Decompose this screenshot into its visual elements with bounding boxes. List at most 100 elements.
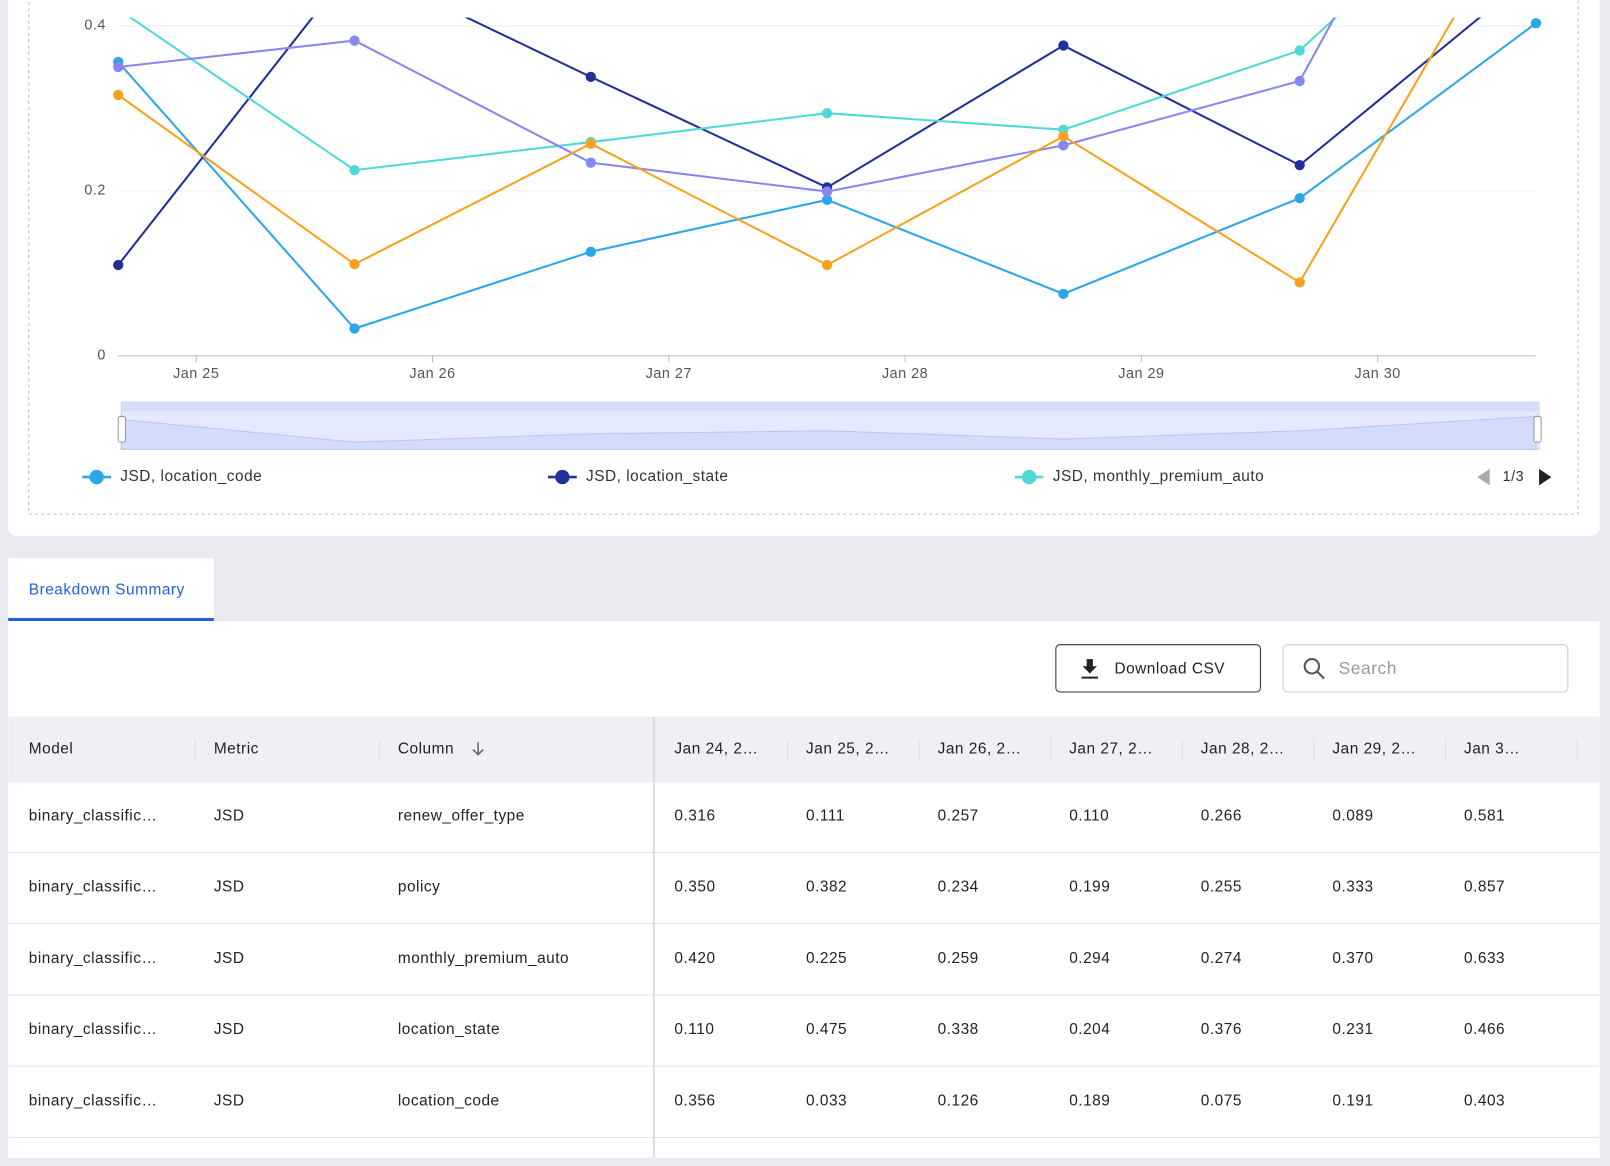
table-cell: binary_classific… bbox=[29, 950, 158, 967]
table-cell: 0.316 bbox=[674, 807, 715, 824]
tab[interactable] bbox=[8, 558, 214, 622]
table-cell: 0.204 bbox=[1069, 1021, 1110, 1038]
range-slider[interactable] bbox=[117, 401, 1542, 450]
data-point bbox=[821, 108, 833, 119]
data-point bbox=[585, 246, 596, 257]
column-header[interactable]: Jan 25, 2… bbox=[806, 741, 890, 758]
data-point bbox=[1058, 40, 1069, 51]
data-point bbox=[1058, 140, 1069, 151]
data-point bbox=[349, 323, 360, 334]
table-cell: 0.191 bbox=[1332, 1093, 1373, 1110]
data-point bbox=[1294, 45, 1305, 56]
data-point bbox=[1294, 75, 1305, 87]
table-cell: renew_offer_type bbox=[398, 807, 525, 824]
search-frame bbox=[1282, 644, 1569, 693]
table-cell: 0.089 bbox=[1332, 807, 1373, 824]
x-tick-label: Jan 25 bbox=[173, 366, 219, 382]
table-cell: monthly_premium_auto bbox=[398, 950, 569, 967]
table-cell: 0.234 bbox=[938, 879, 979, 896]
table-cell: policy bbox=[398, 879, 440, 896]
legend-swatch bbox=[555, 469, 570, 485]
search-icon bbox=[1303, 658, 1321, 675]
table-cell: binary_classific… bbox=[29, 807, 158, 824]
slider-handle[interactable] bbox=[117, 415, 126, 443]
column-header[interactable]: Jan 28, 2… bbox=[1201, 741, 1285, 758]
table: Model Metric Column Jan 24, 2… Jan 25, 2… Jan… bbox=[8, 739, 1600, 1138]
slider-handle[interactable] bbox=[1533, 415, 1542, 443]
data-point bbox=[1294, 160, 1305, 171]
table-cell: 0.259 bbox=[938, 950, 979, 967]
chart-card bbox=[8, 0, 1600, 536]
data-point bbox=[585, 71, 596, 83]
download-icon bbox=[1081, 659, 1099, 679]
x-tick-label: Jan 27 bbox=[646, 366, 692, 382]
table-cell: 0.382 bbox=[806, 879, 847, 896]
column-header[interactable]: Jan 29, 2… bbox=[1332, 741, 1416, 758]
legend-next[interactable] bbox=[1539, 468, 1552, 486]
data-point bbox=[1294, 277, 1305, 288]
table-cell: 0.356 bbox=[674, 1093, 715, 1110]
table-cell: 0.420 bbox=[674, 950, 715, 967]
data-point bbox=[1058, 288, 1069, 300]
slider-preview bbox=[120, 415, 1537, 450]
x-tick-label: Jan 28 bbox=[882, 366, 928, 382]
table-card bbox=[8, 621, 1600, 1158]
table-cell: 0.475 bbox=[806, 1021, 847, 1038]
tab-label: Breakdown Summary bbox=[29, 581, 185, 598]
table-cell: 0.376 bbox=[1201, 1021, 1242, 1038]
table-cell: 0.857 bbox=[1464, 879, 1505, 896]
column-header[interactable]: Jan 26, 2… bbox=[938, 741, 1022, 758]
column-header[interactable]: Jan 24, 2… bbox=[674, 741, 758, 758]
column-header[interactable]: Jan 3… bbox=[1464, 741, 1520, 758]
table-cell: 0.466 bbox=[1464, 1021, 1505, 1038]
table-cell: 0.403 bbox=[1464, 1093, 1505, 1110]
data-point bbox=[113, 259, 124, 271]
table-cell: JSD bbox=[214, 807, 245, 824]
table-cell: 0.333 bbox=[1332, 879, 1373, 896]
column-header[interactable]: Metric bbox=[214, 741, 259, 758]
table-cell: 0.581 bbox=[1464, 807, 1505, 824]
table-cell: 0.111 bbox=[806, 807, 845, 824]
download-button[interactable]: Download CSV bbox=[1055, 644, 1261, 693]
column-header[interactable]: Column bbox=[398, 741, 454, 758]
legend-label: JSD, location_state bbox=[586, 468, 729, 485]
sort-arrow[interactable] bbox=[472, 742, 484, 756]
column-header[interactable]: Model bbox=[29, 741, 74, 758]
data-point bbox=[585, 138, 596, 149]
legend-swatch bbox=[1021, 469, 1037, 485]
button-frame bbox=[1055, 644, 1261, 693]
data-point bbox=[349, 35, 360, 46]
plot: 0 0.2 0.4 Jan 25 Jan 26 Jan 27 Jan 28 Jan 29 Jan… bbox=[84, 17, 1542, 382]
tab-indicator bbox=[8, 617, 214, 622]
table-cell: 0.257 bbox=[938, 807, 979, 824]
x-tick-label: Jan 29 bbox=[1118, 366, 1164, 382]
table-cell: JSD bbox=[214, 879, 245, 896]
table-cell: 0.266 bbox=[1201, 807, 1242, 824]
table-cell: binary_classific… bbox=[29, 1093, 158, 1110]
table-cell: 0.075 bbox=[1201, 1093, 1242, 1110]
y-tick-label: 0.2 bbox=[84, 183, 106, 199]
table-header bbox=[8, 716, 1600, 783]
search-box[interactable]: Search bbox=[1282, 644, 1569, 693]
table-cell: 0.126 bbox=[938, 1093, 979, 1110]
data-point bbox=[821, 194, 833, 205]
table-cell: 0.110 bbox=[1069, 807, 1109, 824]
data-point bbox=[113, 89, 124, 101]
series-layer bbox=[113, 17, 1542, 334]
legend-swatch bbox=[89, 469, 104, 485]
column-header[interactable]: Jan 27, 2… bbox=[1069, 741, 1153, 758]
legend: 1/3 JSD, location_code JSD, location_stat… bbox=[82, 468, 1552, 486]
y-tick-label: 0 bbox=[97, 348, 106, 364]
table-cell: JSD bbox=[214, 950, 245, 967]
data-point bbox=[585, 157, 596, 168]
table-cell: 0.274 bbox=[1201, 950, 1242, 967]
search-icon bbox=[1316, 670, 1325, 680]
data-point bbox=[349, 259, 360, 270]
data-point bbox=[1530, 18, 1542, 29]
table-cell: 0.294 bbox=[1069, 950, 1110, 967]
data-point bbox=[1058, 131, 1069, 142]
legend-label: JSD, location_code bbox=[120, 468, 262, 485]
chart-frame bbox=[28, 0, 1579, 515]
legend-prev[interactable] bbox=[1477, 468, 1490, 486]
y-tick-label: 0.4 bbox=[84, 18, 106, 34]
